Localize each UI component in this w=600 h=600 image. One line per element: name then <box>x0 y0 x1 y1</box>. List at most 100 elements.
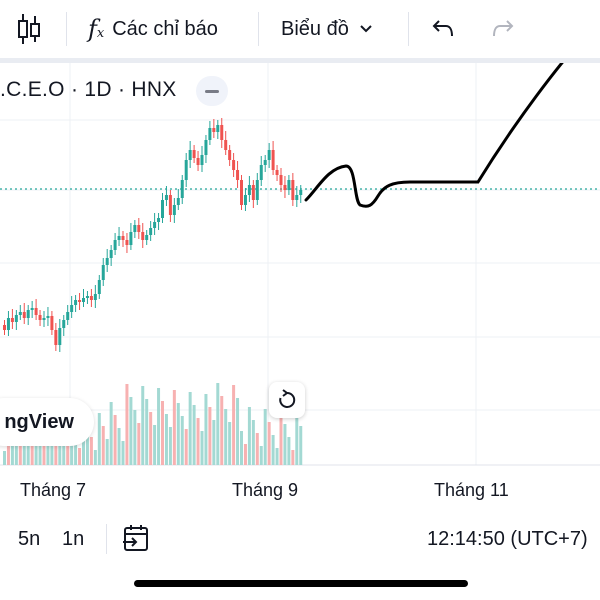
candle-body <box>196 158 200 165</box>
volume-bar <box>299 426 303 465</box>
candle-body <box>236 170 240 180</box>
tradingview-logo: ngView <box>0 398 94 446</box>
volume-bar <box>101 426 105 465</box>
volume-bar <box>14 440 18 465</box>
volume-bar <box>279 411 283 465</box>
volume-bar <box>105 439 109 465</box>
volume-bar <box>240 431 243 465</box>
candle-body <box>240 180 243 205</box>
candle-body <box>105 258 109 265</box>
volume-bar <box>153 425 157 465</box>
volume-bar <box>121 441 125 465</box>
volume-bar <box>172 390 176 465</box>
candle-body <box>192 150 196 158</box>
candle-body <box>58 328 62 345</box>
candle-body <box>259 165 263 180</box>
range-1-day[interactable]: 1n <box>62 528 85 550</box>
volume-bar <box>58 433 62 465</box>
candle-body <box>164 195 168 200</box>
volume-bar <box>42 431 46 465</box>
redo-icon <box>493 20 514 37</box>
volume-bar <box>176 403 180 465</box>
volume-bar <box>113 415 117 465</box>
volume-bar <box>46 444 50 465</box>
symbol-title[interactable]: .C.E.O · 1D · HNX <box>0 78 177 101</box>
redo-button[interactable] <box>490 8 516 50</box>
calendar-arrow-icon <box>123 525 148 551</box>
candle-body <box>62 320 66 328</box>
candle-body <box>251 185 255 200</box>
candle-body <box>117 236 121 240</box>
candle-body <box>188 150 192 160</box>
candle-body <box>180 180 184 198</box>
candle-body <box>85 296 89 298</box>
volume-bar <box>3 451 6 465</box>
volume-bar <box>97 413 101 465</box>
volume-bar <box>275 448 279 465</box>
undo-button[interactable] <box>430 8 456 50</box>
volume-bar <box>78 448 82 465</box>
candle-body <box>133 225 137 232</box>
volume-bar <box>204 394 208 465</box>
candle-type-button[interactable] <box>16 8 42 50</box>
candle-body <box>30 308 34 310</box>
candle-body <box>204 140 208 155</box>
candle-body <box>78 300 82 302</box>
candle-body <box>46 316 50 318</box>
candle-body <box>42 318 46 320</box>
volume-bar <box>271 435 275 465</box>
volume-bar <box>295 413 299 465</box>
volume-bar <box>141 386 145 465</box>
volume-bar <box>208 407 212 465</box>
chart-type-label: Biểu đồ <box>281 17 349 40</box>
volume-bar <box>89 437 93 465</box>
candle-body <box>141 232 145 240</box>
volume-bar <box>216 383 220 465</box>
candle-body <box>50 316 54 330</box>
volume-bar <box>180 416 184 465</box>
bottom-bar: 5n 1n 12:14:50 (UTC+7) <box>0 510 600 570</box>
x-axis-label: Tháng 7 <box>20 480 87 500</box>
candle-body <box>93 294 97 300</box>
candle-body <box>137 225 141 232</box>
volume-bar <box>93 450 97 465</box>
collapse-legend-button[interactable] <box>196 76 228 106</box>
volume-bar <box>196 418 200 465</box>
indicators-button[interactable]: fx Các chỉ báo <box>88 8 218 50</box>
indicators-label: Các chỉ báo <box>112 17 218 40</box>
candle-body <box>172 205 176 215</box>
chart-type-button[interactable]: Biểu đồ <box>281 8 375 50</box>
volume-bar <box>224 409 228 465</box>
candle-body <box>247 185 251 195</box>
candle-body <box>299 190 303 195</box>
candle-body <box>66 312 70 320</box>
function-icon: fx <box>88 15 105 43</box>
goto-date-button[interactable] <box>120 522 152 559</box>
range-5-days[interactable]: 5n <box>18 528 41 550</box>
reset-chart-button[interactable] <box>269 382 305 418</box>
candle-body <box>10 318 14 322</box>
candle-body <box>6 318 10 330</box>
candle-body <box>26 310 30 318</box>
volume-bar <box>192 405 196 465</box>
candle-body <box>232 160 236 170</box>
candle-body <box>216 125 220 132</box>
x-axis-label: Tháng 9 <box>232 480 299 500</box>
volume-bar <box>259 446 263 465</box>
candle-body <box>161 200 164 218</box>
volume-bar <box>287 437 291 465</box>
volume-bar <box>251 420 255 465</box>
candle-body <box>295 195 299 200</box>
volume-bar <box>184 429 188 465</box>
candle-body <box>168 195 172 215</box>
candle-body <box>113 240 117 250</box>
logo-text: ngView <box>4 410 74 433</box>
candle-body <box>14 315 18 322</box>
candle-body <box>283 185 287 190</box>
toolbar-divider <box>258 12 259 46</box>
volume-bar <box>125 384 129 465</box>
candle-body <box>287 180 291 190</box>
x-axis-label: Tháng 11 <box>434 480 509 500</box>
price-chart[interactable] <box>0 63 600 503</box>
volume-bar <box>243 444 247 465</box>
